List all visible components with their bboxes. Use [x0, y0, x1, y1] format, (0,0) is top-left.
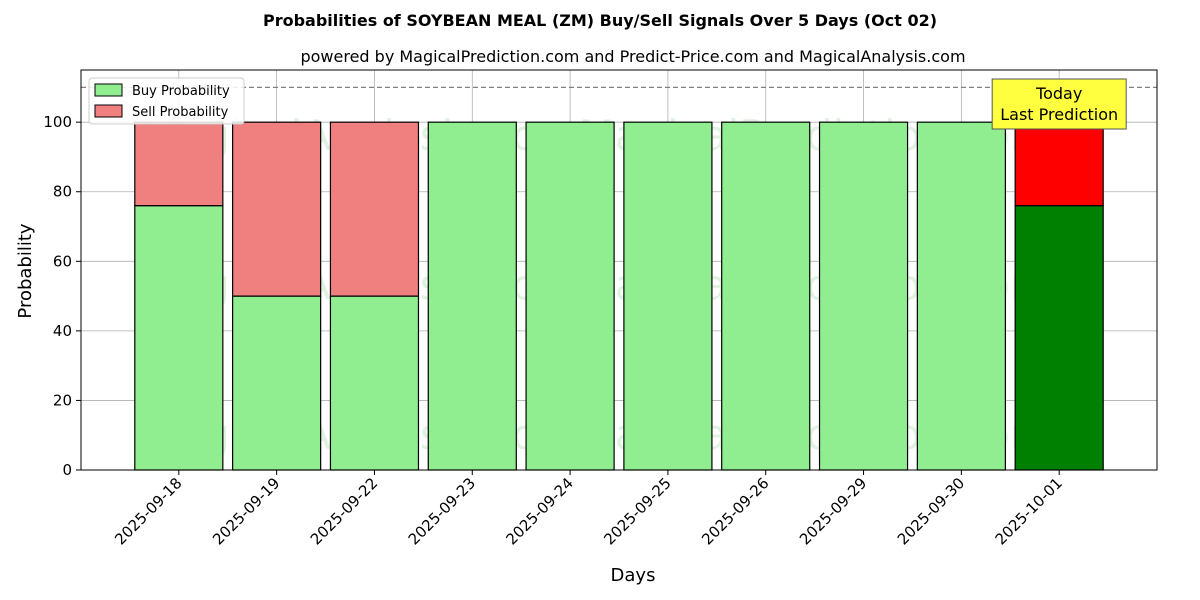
legend-label: Buy Probability	[132, 84, 230, 99]
y-tick-label: 60	[53, 252, 72, 270]
plot-frame	[80, 69, 1158, 471]
x-tick-label: 2025-09-23	[405, 474, 479, 548]
sell-bar	[329, 121, 420, 297]
buy-bar	[818, 121, 909, 471]
x-tick-label: 2025-09-26	[698, 474, 772, 548]
buy-bar	[916, 121, 1006, 471]
x-tick-label: 2025-09-19	[209, 474, 283, 548]
sell-bar	[134, 121, 224, 207]
chart-subtitle: powered by MagicalPrediction.com and Pre…	[300, 47, 965, 66]
x-tick-label: 2025-09-22	[307, 474, 381, 548]
buy-bar	[721, 121, 811, 471]
sell-bar	[1014, 121, 1104, 207]
buy-bar	[134, 205, 224, 471]
x-tick-label: 2025-09-25	[600, 474, 674, 548]
legend-swatch	[94, 83, 123, 97]
x-tick-label: 2025-09-30	[894, 474, 968, 548]
legend-box	[88, 77, 245, 125]
legend-label: Sell Probability	[132, 105, 229, 120]
x-axis-label: Days	[611, 565, 656, 586]
y-tick-label: 0	[62, 461, 72, 479]
legend: Buy Probability Sell Probability	[88, 77, 245, 125]
x-tick-label: 2025-09-29	[796, 474, 870, 548]
buy-bar	[329, 295, 420, 471]
y-tick-label: 80	[53, 183, 72, 201]
y-tick-label: 100	[43, 113, 72, 131]
x-tick-label: 2025-10-01	[992, 474, 1066, 548]
x-tick-label: 2025-09-24	[503, 474, 577, 548]
x-tick-label: 2025-09-18	[111, 474, 185, 548]
buy-bar	[623, 121, 713, 471]
buy-bar	[1014, 205, 1104, 471]
annotation-text: Today	[1035, 84, 1082, 103]
chart-title: Probabilities of SOYBEAN MEAL (ZM) Buy/S…	[263, 11, 937, 30]
annotation-text: Last Prediction	[1000, 105, 1118, 124]
buy-bar	[232, 295, 322, 471]
bar-layer	[134, 121, 1104, 471]
buy-bar	[525, 121, 615, 471]
sell-bar	[232, 121, 322, 297]
y-tick-label: 40	[53, 322, 72, 340]
today-annotation: Today Last Prediction	[991, 78, 1127, 130]
y-tick-label: 20	[53, 391, 72, 409]
legend-swatch	[94, 104, 123, 118]
buy-bar	[427, 121, 517, 471]
y-axis-label: Probability	[15, 223, 36, 318]
annotation-box	[991, 78, 1127, 130]
